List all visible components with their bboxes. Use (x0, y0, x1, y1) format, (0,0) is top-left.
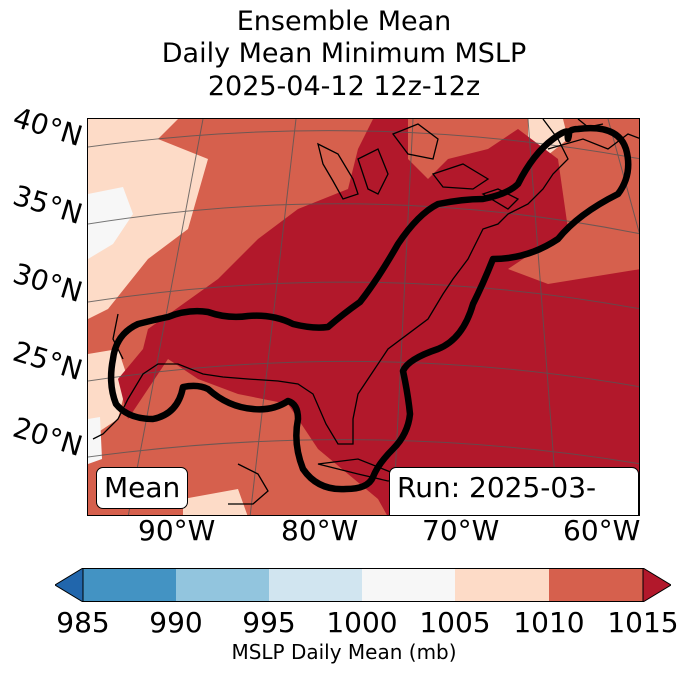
lat-label-35: 35°N (9, 178, 87, 231)
colorbar-outline (82, 568, 644, 602)
lat-label-20: 20°N (9, 410, 87, 463)
pressure-field-1005-west (88, 119, 208, 319)
lon-label-80w: 80°W (281, 514, 359, 547)
pressure-field-1015 (118, 119, 639, 515)
lon-label-60w: 60°W (563, 514, 641, 547)
colorbar-bin-1005-1010 (455, 568, 549, 602)
colorbar-bin-990-995 (176, 568, 269, 602)
lon-label-90w: 90°W (138, 514, 216, 547)
lat-label-25: 25°N (9, 334, 87, 387)
colorbar-extend-high (642, 568, 671, 602)
mean-badge: Mean (96, 467, 189, 509)
colorbar-tick-1000: 1000 (326, 606, 398, 639)
coastlines (92, 119, 639, 505)
map-panel: Mean Run: 2025-03-17 (87, 118, 640, 516)
colorbar-label: MSLP Daily Mean (mb) (231, 640, 457, 664)
lat-label-40: 40°N (9, 100, 87, 153)
colorbar (55, 568, 671, 602)
colorbar-tick-1010: 1010 (513, 606, 585, 639)
map-svg (88, 119, 639, 515)
colorbar-extend-low (55, 568, 84, 602)
pressure-field-1005-south (183, 489, 248, 515)
title-line-1: Ensemble Mean (236, 6, 452, 37)
threshold-contour (107, 124, 632, 493)
lon-label-70w: 70°W (422, 514, 500, 547)
pressure-field-1000 (88, 187, 133, 259)
colorbar-tick-990: 990 (149, 606, 203, 639)
run-date-badge: Run: 2025-03-17 (389, 467, 639, 515)
title-line-2: Daily Mean Minimum MSLP (161, 38, 527, 69)
colorbar-tick-1005: 1005 (419, 606, 491, 639)
colorbar-bin-985-990 (83, 568, 176, 602)
lat-label-30: 30°N (9, 256, 87, 309)
pressure-field-1000-south (88, 417, 102, 464)
colorbar-bin-1010-1015 (549, 568, 643, 602)
colorbar-tick-1015: 1015 (607, 606, 679, 639)
title-line-3: 2025-04-12 12z-12z (207, 71, 481, 102)
colorbar-tick-995: 995 (242, 606, 296, 639)
colorbar-bin-1000-1005 (362, 568, 455, 602)
colorbar-tick-985: 985 (56, 606, 110, 639)
pressure-field-1005-southwest (88, 349, 128, 439)
colorbar-bin-995-1000 (269, 568, 362, 602)
